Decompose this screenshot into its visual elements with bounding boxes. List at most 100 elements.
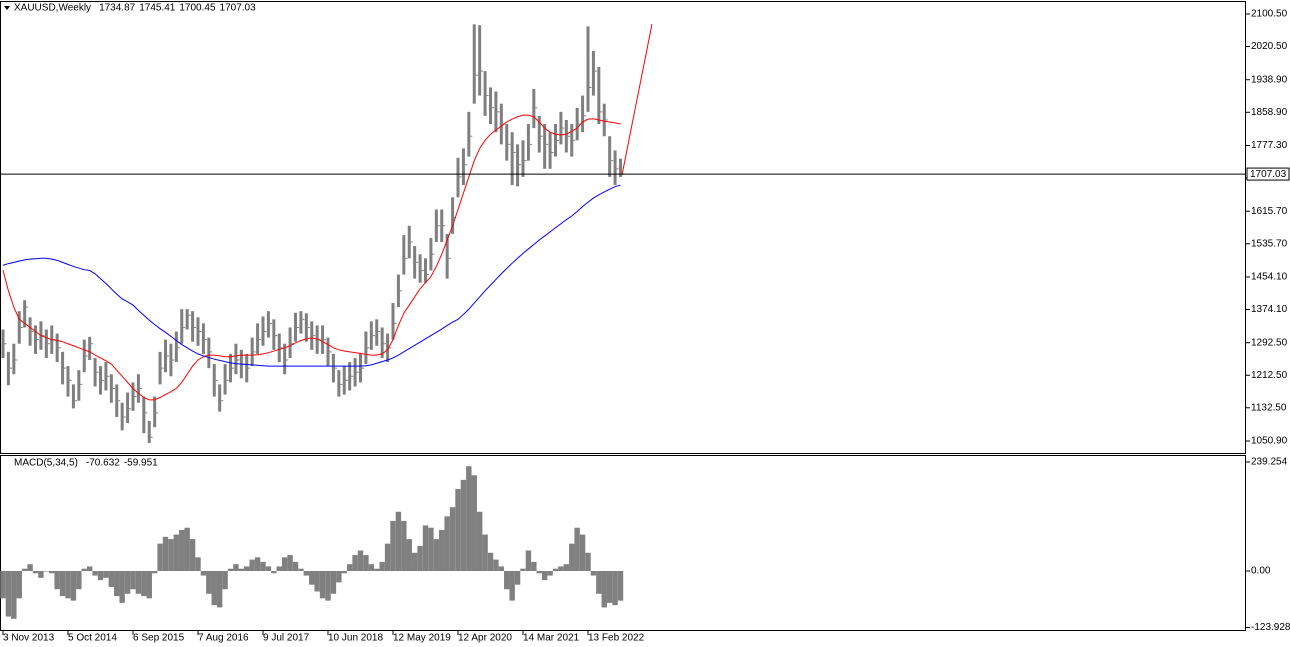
price-bar — [348, 362, 352, 391]
y-tick-label: 0.00 — [1251, 566, 1271, 577]
price-bar — [315, 325, 319, 354]
price-bar — [93, 357, 97, 387]
macd-bar — [21, 568, 28, 571]
macd-bar — [168, 539, 174, 571]
price-bar — [548, 132, 552, 169]
price-bar — [326, 337, 330, 367]
price-bar — [136, 374, 140, 403]
price-bar — [272, 319, 276, 350]
price-bar — [543, 124, 547, 169]
macd-bar — [547, 570, 553, 576]
price-bar — [250, 337, 254, 367]
price-bar — [207, 337, 211, 369]
macd-bar — [103, 570, 109, 578]
price-bar — [570, 124, 574, 157]
price-bar — [516, 144, 520, 187]
macd-bar — [260, 561, 266, 571]
macd-bar — [54, 570, 60, 590]
price-bar — [429, 237, 433, 271]
macd-bar — [265, 566, 272, 571]
macd-bar — [384, 543, 391, 571]
macd-bar — [271, 570, 277, 574]
macd-bar — [346, 564, 353, 571]
price-bar — [445, 233, 449, 279]
price-bar — [342, 366, 346, 395]
macd-bar — [135, 570, 142, 594]
price-bar — [164, 339, 167, 373]
panel-value: 1734.87 — [99, 3, 136, 14]
price-bar — [456, 157, 460, 198]
price-bar — [337, 370, 341, 397]
price-bar — [120, 402, 124, 431]
macd-bar — [287, 555, 293, 571]
price-bar — [386, 333, 390, 363]
price-bar — [505, 124, 509, 161]
macd-bar — [471, 475, 477, 571]
price-bar — [499, 103, 503, 145]
price-bar — [521, 140, 525, 177]
main-panel-frame — [0, 1, 1246, 454]
price-bar — [375, 319, 379, 346]
price-bar — [77, 370, 81, 401]
macd-bar — [336, 570, 342, 583]
macd-bar — [146, 570, 152, 599]
macd-bar — [411, 552, 418, 571]
price-bar — [28, 317, 32, 346]
macd-bar — [552, 568, 559, 571]
macd-bar — [114, 570, 120, 597]
price-bar — [196, 317, 200, 346]
price-bar — [218, 384, 222, 412]
price-bar — [201, 323, 205, 354]
x-tick-label: 12 Apr 2020 — [458, 633, 512, 644]
macd-bar — [70, 570, 77, 601]
macd-bar — [151, 570, 158, 574]
y-tick-label: 2020.50 — [1251, 41, 1288, 52]
price-bar — [467, 111, 471, 157]
macd-bar — [444, 516, 450, 571]
price-bar — [564, 119, 568, 153]
price-bar — [369, 321, 373, 350]
moving-average — [2, 184, 621, 367]
macd-bar — [596, 570, 602, 594]
macd-bar — [352, 555, 358, 571]
price-bar — [180, 309, 184, 344]
macd-bar — [504, 570, 510, 590]
macd-bar — [563, 564, 570, 571]
macd-bar — [195, 557, 201, 571]
y-tick-label: 1212.50 — [1251, 370, 1288, 381]
price-bar — [131, 382, 135, 411]
price-bar — [597, 67, 601, 125]
macd-bar — [579, 534, 586, 571]
macd-panel-frame — [0, 455, 1246, 631]
macd-bar — [379, 561, 385, 571]
price-bar — [602, 103, 606, 137]
price-bar — [418, 254, 422, 283]
current-price-label: 1707.03 — [1250, 169, 1287, 180]
symbol-menu-arrow[interactable] — [4, 6, 10, 10]
price-bar — [109, 374, 113, 403]
price-bar — [88, 336, 92, 361]
macd-bar — [233, 564, 239, 571]
macd-bar — [65, 570, 71, 599]
price-bar — [174, 331, 178, 363]
price-bar — [82, 339, 86, 373]
y-tick-label: 1938.90 — [1251, 74, 1288, 85]
price-bar — [424, 258, 427, 283]
x-tick-label: 13 Feb 2022 — [588, 633, 645, 644]
y-tick-label: 2100.50 — [1251, 9, 1288, 20]
macd-bar — [341, 570, 347, 574]
macd-bar — [617, 570, 624, 601]
price-bar — [71, 384, 75, 409]
macd-bar — [216, 570, 223, 608]
axes: 2100.502020.501938.901858.901777.301697.… — [2, 9, 1290, 644]
x-tick-label: 14 Mar 2021 — [523, 633, 580, 644]
macd-bar — [86, 566, 93, 571]
main-plot — [0, 24, 1246, 443]
price-bar — [153, 396, 157, 428]
macd-bar — [200, 570, 207, 576]
macd-bar — [476, 511, 483, 571]
macd-bar — [76, 570, 82, 590]
price-bar — [158, 351, 162, 385]
x-tick-label: 5 Oct 2014 — [68, 633, 117, 644]
price-bar — [126, 392, 130, 424]
